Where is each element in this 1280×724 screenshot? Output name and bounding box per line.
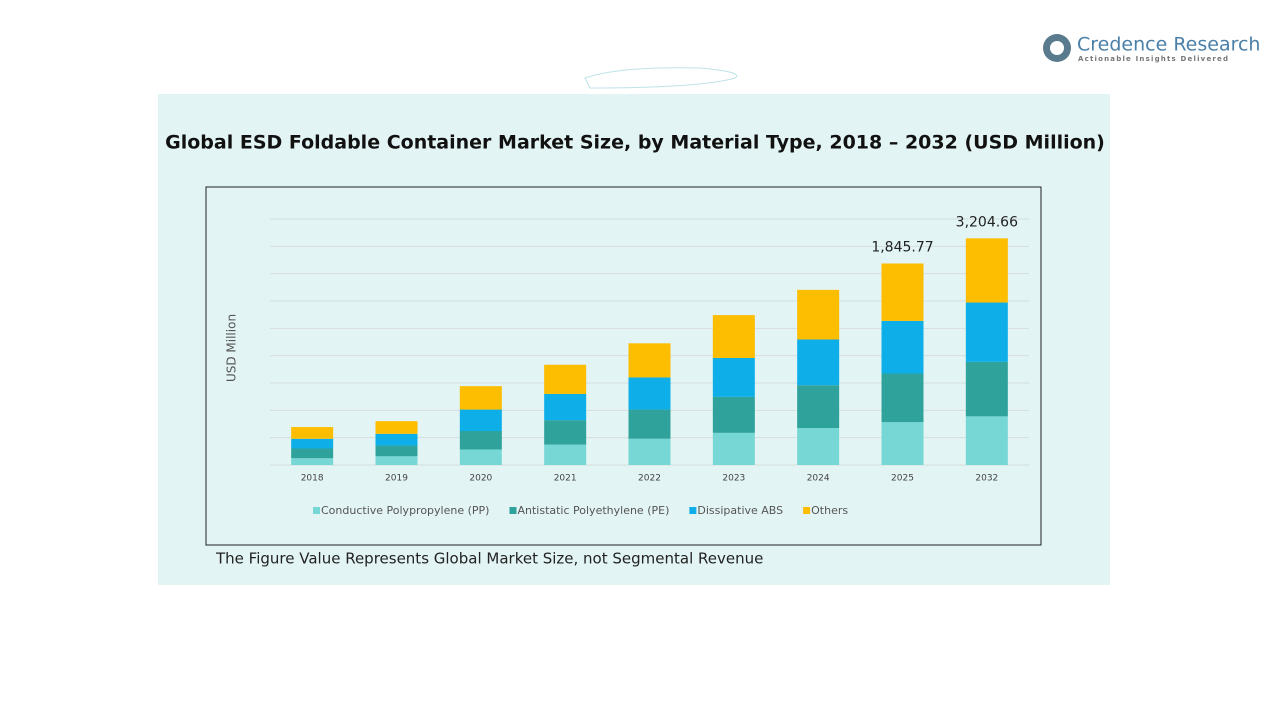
bar-segment xyxy=(459,386,502,410)
bar-segment xyxy=(965,302,1008,362)
panel xyxy=(158,94,1110,585)
bar-segment xyxy=(965,361,1008,417)
bar-segment xyxy=(797,428,840,465)
bar-segment xyxy=(375,456,418,465)
bar-segment xyxy=(712,432,755,465)
legend-swatch xyxy=(313,507,320,514)
bar-segment xyxy=(881,373,924,423)
bar-segment xyxy=(965,238,1008,303)
y-axis-label: USD Million xyxy=(225,314,239,382)
bar-segment xyxy=(628,343,671,378)
bar-segment xyxy=(291,458,334,465)
bar-segment xyxy=(291,448,334,459)
bar-segment xyxy=(459,409,502,431)
footnote: The Figure Value Represents Global Marke… xyxy=(215,550,763,568)
x-tick-label: 2021 xyxy=(554,474,577,484)
legend-swatch xyxy=(689,507,697,514)
decor xyxy=(584,67,738,89)
bar-segment xyxy=(628,377,671,410)
bar-segment xyxy=(544,444,587,465)
x-tick-label: 2023 xyxy=(722,474,745,484)
bar-segment xyxy=(375,421,418,434)
legend-swatch xyxy=(803,507,811,514)
bar-segment xyxy=(544,393,587,421)
bar-segment xyxy=(712,357,755,397)
bar-segment xyxy=(712,315,755,358)
bar-segment xyxy=(544,420,587,445)
bar-segment xyxy=(797,289,840,340)
legend-swatch xyxy=(509,507,517,514)
bar-segment xyxy=(712,396,755,433)
x-tick-label: 2019 xyxy=(385,474,408,484)
legend-label: Others xyxy=(811,504,848,517)
bar-segment xyxy=(881,263,924,321)
legend-label: Dissipative ABS xyxy=(697,504,783,517)
bar-segment xyxy=(628,409,671,439)
x-tick-label: 2018 xyxy=(301,474,324,484)
plot-frame xyxy=(205,186,1042,546)
x-tick-label: 2022 xyxy=(638,474,661,484)
chart-title: Global ESD Foldable Container Market Siz… xyxy=(165,132,1105,154)
bar-segment xyxy=(965,416,1008,465)
bar-segment xyxy=(375,445,418,457)
bar-segment xyxy=(291,438,334,449)
x-tick-label: 2020 xyxy=(469,474,492,484)
brand-tagline: Actionable Insights Delivered xyxy=(1078,55,1229,63)
bar-segment xyxy=(544,364,587,394)
bar-segment xyxy=(881,320,924,374)
brand-name: Credence Research xyxy=(1077,34,1260,56)
x-tick-label: 2024 xyxy=(807,474,830,484)
total-label: 1,845.77 xyxy=(871,239,933,255)
bar-segment xyxy=(291,427,334,439)
bar-segment xyxy=(459,449,502,465)
bar-segment xyxy=(628,438,671,465)
logo-icon xyxy=(1050,41,1064,55)
bar-segment xyxy=(375,433,418,446)
legend-label: Antistatic Polyethylene (PE) xyxy=(517,504,669,517)
bar-segment xyxy=(797,385,840,429)
bar-segment xyxy=(459,430,502,450)
bar-segment xyxy=(797,339,840,386)
total-label: 3,204.66 xyxy=(956,214,1018,230)
legend-label: Conductive Polypropylene (PP) xyxy=(321,504,489,517)
bar-segment xyxy=(881,422,924,465)
x-tick-label: 2032 xyxy=(975,474,998,484)
x-tick-label: 2025 xyxy=(891,474,914,484)
